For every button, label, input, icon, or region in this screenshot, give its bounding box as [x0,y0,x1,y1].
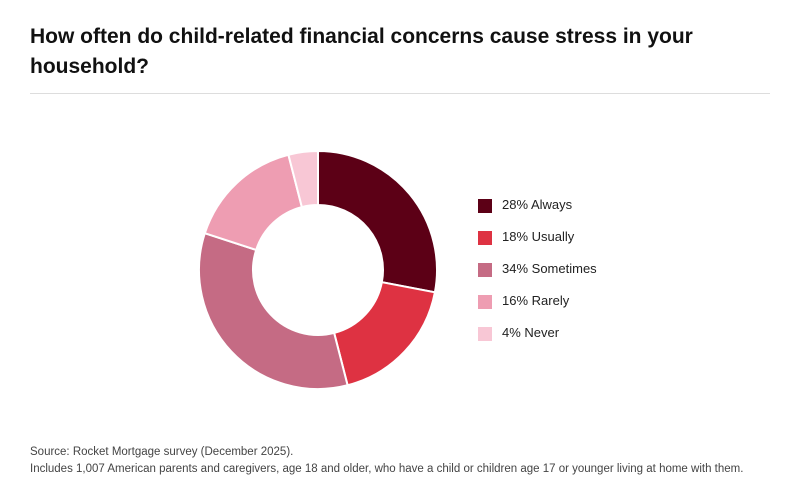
legend-label: 28% Always [502,197,573,212]
legend-value: 28% [502,197,528,212]
donut-segment [317,149,438,294]
legend-value: 16% [502,293,528,308]
source: Source: Rocket Mortgage survey (December… [30,446,294,458]
legend-swatch [478,295,492,309]
legend-swatch [478,231,492,245]
legend-category: Sometimes [532,261,598,276]
legend-label: 16% Rarely [502,293,570,308]
legend-category: Never [524,325,559,340]
legend-value: 18% [502,229,528,244]
legend-label: 18% Usually [502,229,575,244]
legend-value: 4% [502,325,521,340]
legend-value: 34% [502,261,528,276]
legend-category: Rarely [532,293,570,308]
divider [30,93,770,94]
donut-segment [198,231,349,390]
legend-category: Usually [532,229,575,244]
legend-label: 4% Never [502,325,560,340]
donut-segment [287,149,319,209]
chart-title: How often do child-related financial con… [30,25,693,78]
donut-segment [332,281,437,387]
legend-swatch [478,327,492,341]
donut-segment [203,153,304,252]
note: Includes 1,007 American parents and care… [30,463,744,475]
legend-swatch [478,199,492,213]
legend-swatch [478,263,492,277]
legend-label: 34% Sometimes [502,261,597,276]
legend-category: Always [531,197,573,212]
